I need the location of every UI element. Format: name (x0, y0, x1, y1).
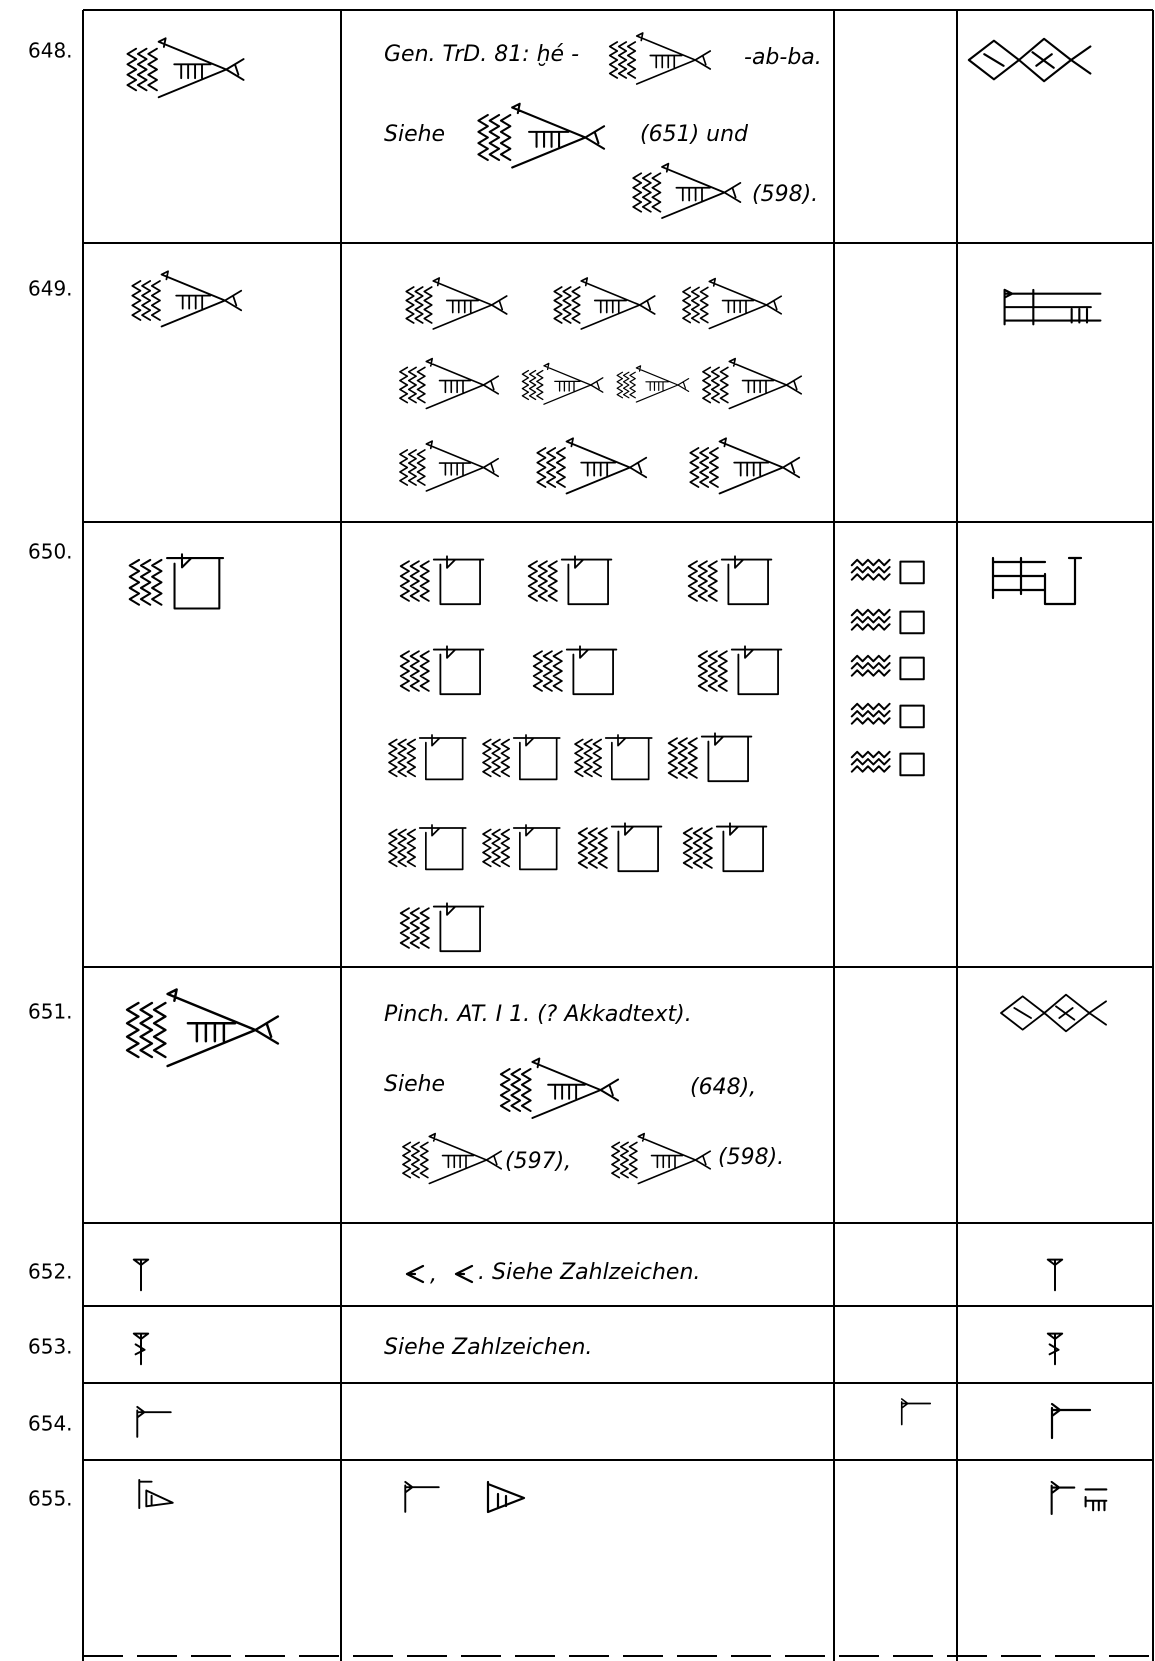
cuneiform-sign (703, 359, 801, 409)
cuneiform-sign (575, 735, 652, 779)
cuneiform-sign (529, 556, 612, 604)
cuneiform-sign (1050, 1402, 1092, 1440)
cuneiform-sign (900, 1398, 932, 1426)
cuneiform-sign (522, 363, 602, 404)
cuneiform-sign (1000, 993, 1107, 1033)
cuneiform-sign (483, 825, 560, 869)
cuneiform-sign (403, 1134, 501, 1184)
cuneiform-sign (554, 278, 655, 329)
cuneiform-sign (1003, 288, 1102, 326)
cuneiform-sign (401, 903, 484, 951)
cuneiform-sign (579, 823, 662, 871)
reference-text: Pinch. AT. I 1. (? Akkadtext). (384, 1002, 692, 1027)
cuneiform-sign (483, 735, 560, 779)
reference-text: Gen. TrD. 81: ḫé - (384, 42, 579, 67)
table-rules (82, 9, 1154, 1661)
cuneiform-sign (406, 278, 507, 329)
row-number: 650. (28, 540, 73, 564)
cuneiform-sign (136, 1405, 172, 1438)
cuneiform-sign (127, 990, 278, 1067)
cuneiform-sign (617, 366, 688, 402)
cuneiform-sign (1046, 1258, 1064, 1292)
cuneiform-sign (404, 1480, 440, 1513)
cuneiform-sign (132, 1332, 150, 1366)
cuneiform-sign (612, 1134, 710, 1184)
cuneiform-sign (405, 1264, 425, 1284)
reference-text: (651) und (640, 122, 749, 147)
cuneiform-sign (1050, 1480, 1108, 1516)
cuneiform-sign (454, 1264, 474, 1284)
cuneiform-sign (537, 438, 646, 493)
reference-text: (598). (718, 1145, 784, 1170)
cuneiform-sign (689, 556, 772, 604)
row-number: 649. (28, 277, 73, 301)
cuneiform-sign (850, 654, 925, 681)
row-number: 652. (28, 1260, 73, 1284)
cuneiform-sign (400, 359, 498, 409)
reference-text: (648), (690, 1075, 756, 1100)
reference-text: . Siehe Zahlzeichen. (478, 1260, 700, 1285)
cuneiform-sign (138, 1478, 174, 1510)
cuneiform-sign (850, 608, 925, 635)
cuneiform-sign (132, 271, 241, 326)
cuneiform-sign (1046, 1332, 1064, 1366)
row-number: 651. (28, 1000, 73, 1024)
row-number: 648. (28, 39, 73, 63)
cuneiform-sign (683, 279, 781, 329)
cuneiform-sign (610, 33, 711, 84)
cuneiform-signs (127, 33, 1108, 1516)
cuneiform-sign (534, 646, 617, 694)
reference-text: Siehe (384, 1072, 445, 1097)
cuneiform-sign (669, 733, 752, 781)
cuneiform-sign (127, 38, 243, 97)
cuneiform-sign (501, 1059, 618, 1119)
cuneiform-sign (132, 1258, 150, 1292)
reference-text: , (430, 1262, 437, 1287)
cuneiform-sign (478, 104, 604, 168)
reference-text: (598). (752, 182, 818, 207)
row-number: 654. (28, 1412, 73, 1436)
cuneiform-sign (684, 823, 767, 871)
cuneiform-sign (967, 37, 1092, 83)
cuneiform-sign (401, 556, 484, 604)
cuneiform-sign (389, 825, 466, 869)
row-number: 655. (28, 1487, 73, 1511)
cuneiform-sign (699, 646, 782, 694)
cuneiform-sign (850, 702, 925, 729)
cuneiform-sign (850, 558, 925, 585)
cuneiform-sign (850, 750, 925, 777)
cuneiform-sign (486, 1480, 526, 1514)
reference-text: -ab-ba. (744, 45, 822, 70)
reference-text: Siehe (384, 122, 445, 147)
reference-text: (597), (505, 1149, 571, 1174)
cuneiform-sign (389, 735, 466, 779)
cuneiform-sign (130, 554, 223, 608)
cuneiform-sign (991, 556, 1083, 606)
cuneiform-sign (401, 646, 484, 694)
cuneiform-sign (690, 438, 799, 493)
row-number: 653. (28, 1335, 73, 1359)
cuneiform-sign (400, 441, 498, 491)
cuneiform-sign (633, 164, 740, 218)
reference-text: Siehe Zahlzeichen. (384, 1335, 592, 1360)
